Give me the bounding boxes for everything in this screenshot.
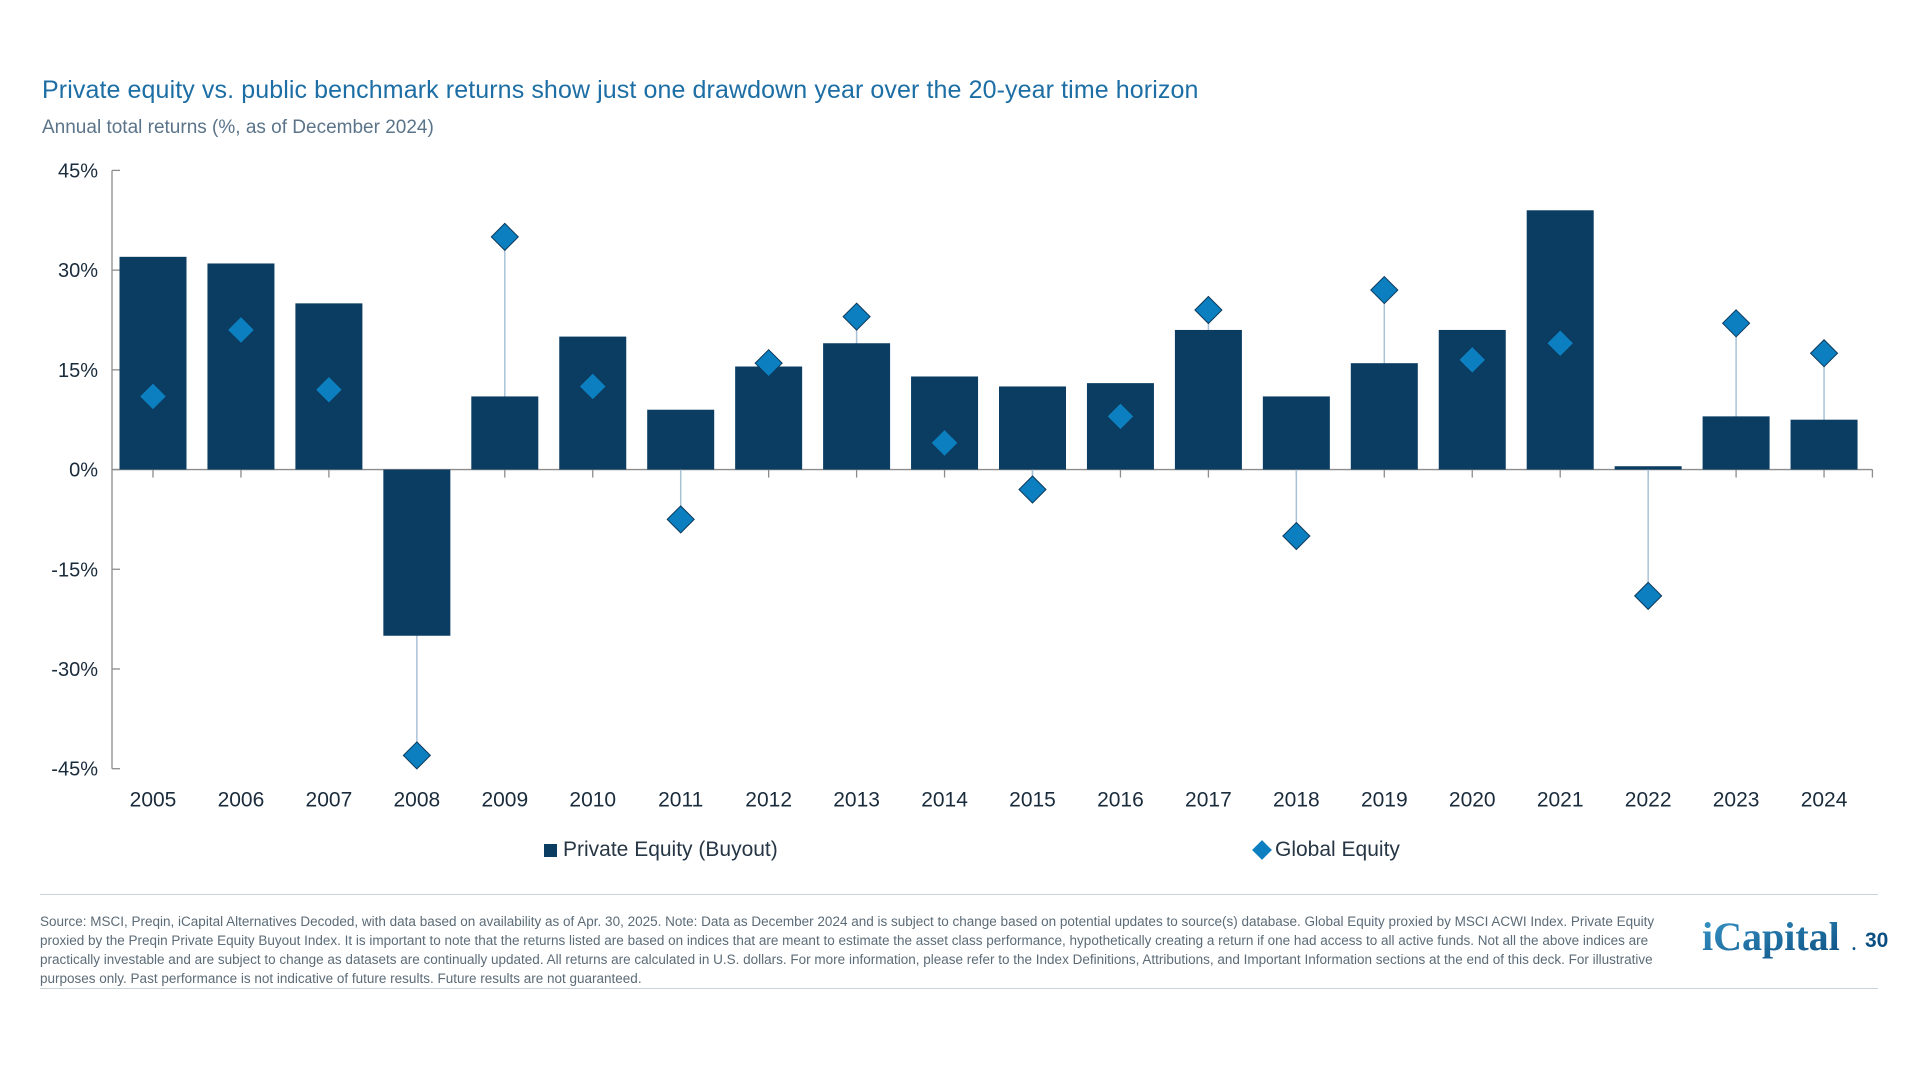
- svg-text:2012: 2012: [745, 789, 792, 812]
- svg-text:2014: 2014: [921, 789, 968, 812]
- svg-text:2013: 2013: [833, 789, 880, 812]
- svg-text:2022: 2022: [1625, 789, 1672, 812]
- svg-text:2011: 2011: [658, 789, 703, 812]
- svg-text:2009: 2009: [481, 789, 528, 812]
- svg-text:-45%: -45%: [51, 759, 98, 781]
- svg-text:2018: 2018: [1273, 789, 1320, 812]
- svg-text:2007: 2007: [306, 789, 353, 812]
- svg-text:0%: 0%: [69, 460, 98, 482]
- svg-text:2020: 2020: [1449, 789, 1496, 812]
- svg-text:2023: 2023: [1713, 789, 1760, 812]
- svg-text:2017: 2017: [1185, 789, 1232, 812]
- svg-text:30%: 30%: [58, 260, 98, 282]
- svg-text:2008: 2008: [393, 789, 440, 812]
- svg-text:2006: 2006: [218, 789, 265, 812]
- svg-text:-30%: -30%: [51, 659, 98, 681]
- svg-text:2021: 2021: [1537, 789, 1584, 812]
- svg-text:2005: 2005: [130, 789, 177, 812]
- svg-text:30: 30: [1865, 929, 1888, 952]
- svg-text:2019: 2019: [1361, 789, 1408, 812]
- svg-text:2016: 2016: [1097, 789, 1144, 812]
- svg-text:15%: 15%: [58, 360, 98, 382]
- svg-text:.: .: [1851, 930, 1857, 956]
- svg-text:iCapital: iCapital: [1702, 914, 1840, 959]
- svg-text:2024: 2024: [1801, 789, 1848, 812]
- svg-text:-15%: -15%: [51, 559, 98, 581]
- svg-text:45%: 45%: [58, 160, 98, 182]
- svg-text:2015: 2015: [1009, 789, 1056, 812]
- svg-text:2010: 2010: [569, 789, 616, 812]
